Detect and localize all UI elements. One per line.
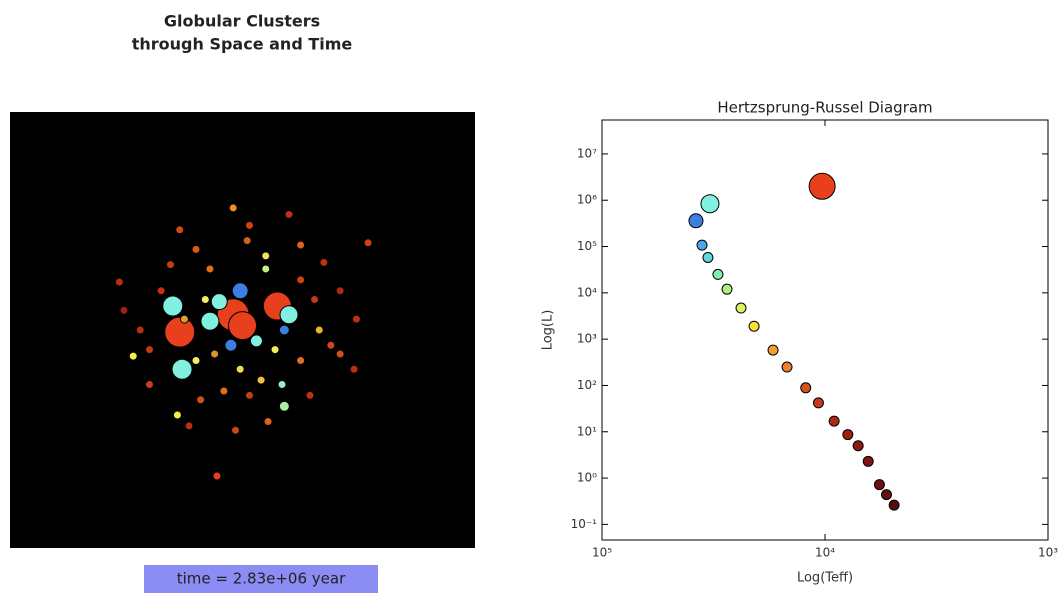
- star: [735, 302, 747, 314]
- y-tick-label: 10⁰: [577, 471, 597, 485]
- x-tick-label: 10⁵: [592, 546, 612, 560]
- y-tick-label: 10⁵: [577, 239, 597, 253]
- star: [219, 386, 229, 396]
- star: [196, 395, 206, 405]
- x-axis-label: Log(Teff): [797, 571, 853, 586]
- star: [296, 240, 306, 250]
- panel-title-line-2: through Space and Time: [132, 35, 353, 54]
- star: [145, 380, 154, 389]
- star: [278, 400, 290, 412]
- star: [702, 251, 714, 263]
- star: [284, 209, 294, 219]
- y-tick-label: 10⁴: [577, 285, 597, 299]
- star: [278, 324, 290, 336]
- star: [700, 194, 720, 214]
- star: [828, 415, 840, 427]
- star: [335, 349, 345, 359]
- star: [212, 471, 222, 481]
- star: [296, 356, 306, 366]
- star: [249, 334, 263, 348]
- star: [172, 410, 182, 420]
- y-tick-label: 10¹: [577, 424, 597, 438]
- y-tick-label: 10⁷: [577, 146, 597, 160]
- star: [184, 421, 194, 431]
- star: [200, 311, 220, 331]
- star: [210, 293, 228, 311]
- star: [808, 172, 836, 200]
- star: [261, 264, 271, 274]
- star: [279, 305, 299, 325]
- y-tick-label: 10⁶: [577, 193, 597, 207]
- star: [270, 345, 280, 355]
- star: [164, 316, 196, 348]
- star: [244, 390, 254, 400]
- star: [191, 244, 201, 254]
- star: [191, 356, 201, 366]
- star: [256, 375, 266, 385]
- star: [888, 499, 900, 511]
- star: [135, 325, 145, 335]
- star: [224, 338, 238, 352]
- star: [114, 277, 124, 287]
- star: [128, 351, 138, 361]
- star: [335, 286, 345, 296]
- star: [231, 425, 241, 435]
- star: [305, 390, 315, 400]
- star: [228, 203, 238, 213]
- star: [842, 429, 854, 441]
- star: [156, 286, 166, 296]
- star: [162, 295, 184, 317]
- star: [277, 380, 287, 389]
- star: [171, 358, 193, 380]
- y-axis-label: Log(L): [541, 310, 556, 351]
- star: [200, 294, 210, 304]
- star: [363, 238, 373, 248]
- y-tick-label: 10⁻¹: [571, 517, 598, 531]
- star: [296, 275, 306, 285]
- star: [852, 440, 864, 452]
- star: [244, 220, 254, 230]
- panel-title-line-1: Globular Clusters: [164, 12, 320, 31]
- star: [812, 397, 824, 409]
- star: [721, 283, 733, 295]
- star: [231, 282, 249, 300]
- star: [210, 349, 220, 359]
- y-tick-label: 10³: [577, 332, 597, 346]
- star: [314, 325, 324, 335]
- star: [326, 340, 336, 350]
- star: [781, 361, 793, 373]
- star: [696, 239, 708, 251]
- star: [205, 264, 215, 274]
- star: [748, 320, 760, 332]
- star: [310, 294, 320, 304]
- star: [165, 260, 175, 270]
- star: [228, 311, 257, 341]
- star: [349, 364, 359, 374]
- star: [800, 382, 812, 394]
- x-tick-label: 10⁴: [815, 546, 835, 560]
- star: [175, 225, 185, 235]
- y-tick-label: 10²: [577, 378, 597, 392]
- x-tick-label: 10³: [1038, 546, 1058, 560]
- star: [263, 417, 273, 427]
- star: [145, 345, 154, 355]
- star: [351, 314, 361, 324]
- star: [873, 479, 885, 491]
- time-box: [144, 565, 378, 593]
- hr-title: Hertzsprung-Russel Diagram: [717, 99, 932, 117]
- star: [235, 364, 245, 374]
- star: [261, 251, 271, 261]
- star: [880, 489, 892, 501]
- time-label: time = 2.83e+06 year: [177, 570, 346, 588]
- star: [242, 236, 252, 246]
- star: [862, 455, 874, 467]
- star: [767, 344, 779, 356]
- star: [179, 314, 189, 324]
- star: [119, 305, 129, 315]
- star: [319, 257, 329, 267]
- star: [688, 213, 704, 229]
- star: [712, 268, 724, 280]
